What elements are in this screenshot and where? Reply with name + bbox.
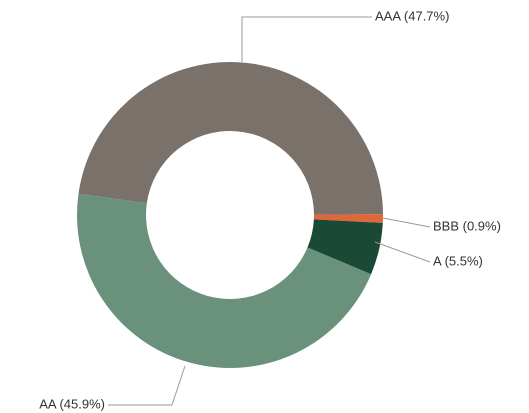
slice-label: BBB (0.9%)	[433, 218, 501, 233]
donut-slice	[76, 193, 372, 369]
donut-slice	[313, 214, 383, 223]
slice-label: AAA (47.7%)	[375, 8, 449, 23]
donut-slice	[307, 219, 383, 275]
leader-line	[108, 365, 186, 406]
leader-line	[382, 217, 431, 228]
slice-label: AA (45.9%)	[39, 396, 105, 411]
leader-line	[374, 241, 431, 263]
slice-label: A (5.5%)	[433, 253, 483, 268]
leader-line	[241, 16, 372, 62]
donut-slice	[78, 62, 383, 215]
